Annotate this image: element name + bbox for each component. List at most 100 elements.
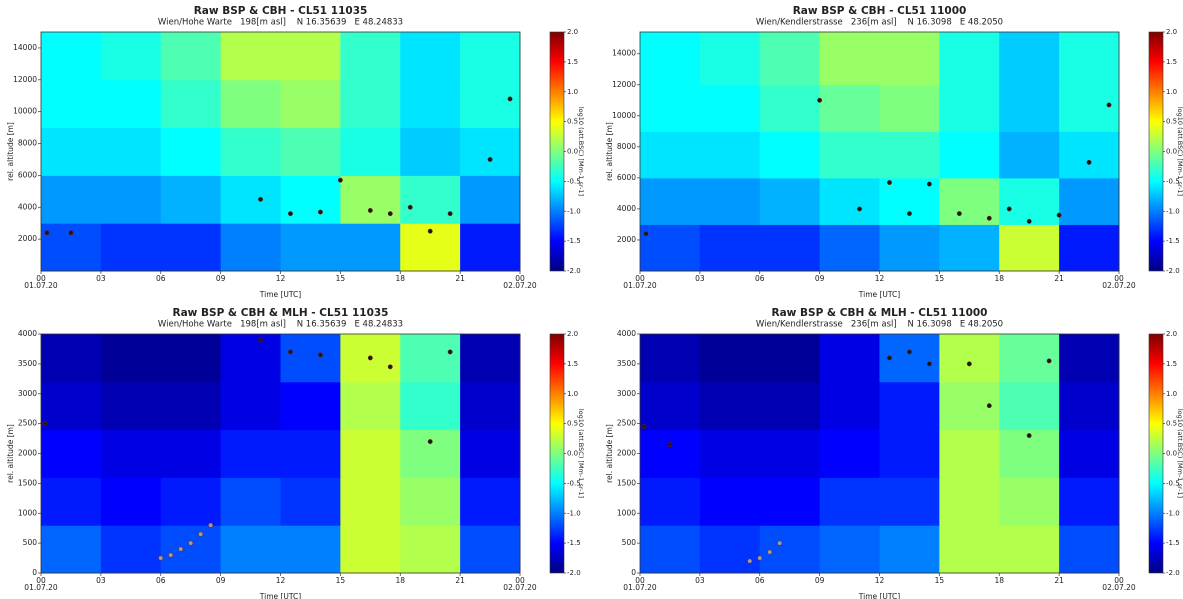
cbh-point [178,546,184,552]
x-tick-label: 09 [216,576,226,585]
cbh-point [966,361,972,367]
heatmap-cell [100,79,162,129]
heatmap-cell [640,131,701,179]
heatmap-cell [640,381,701,431]
colorbar-tick-label: -0.5 [1166,177,1180,185]
y-tick-label: 3500 [617,359,636,368]
heatmap-cell [879,429,940,478]
cbh-point [906,211,912,217]
y-tick-label: 1000 [617,508,636,517]
heatmap-cell [939,84,1000,132]
colorbar [1148,31,1164,272]
heatmap-cell [819,429,880,478]
y-tick-label: 12000 [13,75,37,84]
heatmap-cell [999,525,1060,574]
y-tick-label: 2000 [18,234,37,243]
heatmap-cell [759,131,821,179]
heatmap-cell [280,79,341,129]
cbh-point [208,522,214,528]
y-tick-label: 14000 [612,49,636,58]
colorbar-tick-label: 1.5 [567,360,578,368]
heatmap-cell [819,381,880,431]
heatmap-cell [280,175,341,224]
x-tick-label: 12 [875,274,885,283]
heatmap-cell [220,525,281,574]
cbh-point [407,204,413,210]
x-tick-date: 02.07.20 [1102,583,1136,592]
heatmap-cell [699,525,761,574]
colorbar-tick-label: 0.0 [1166,148,1177,156]
chart-subtitle: Wien/Kendlerstrasse 236[m asl] N 16.3098… [756,320,1003,330]
x-tick-label: 03 [96,274,106,283]
heatmap-cell [220,381,281,431]
x-tick-label: 12 [875,576,885,585]
y-tick-label: 4000 [18,329,37,338]
heatmap-cell [759,334,821,383]
heatmap-cell [100,334,162,383]
x-tick-label: 18 [395,274,405,283]
cbh-point [986,403,992,409]
heatmap-cell [939,477,1000,526]
colorbar-label: log10 (att.BSC) [Mm-1 sr-1] [577,409,585,498]
colorbar-tick-label: -1.0 [567,509,581,517]
cbh-point [44,230,50,236]
cbh-point [747,558,753,564]
heatmap-cell [879,131,940,179]
heatmap-cell [999,224,1060,272]
x-tick-label: 00 [1114,576,1124,585]
heatmap-cell [460,223,521,272]
heatmap-cell [759,429,821,478]
colorbar-tick-label: -1.5 [1166,237,1180,245]
x-axis-label: Time [UTC] [858,592,901,599]
x-tick-label: 00 [36,576,46,585]
heatmap-cell [100,223,162,272]
heatmap-cell [220,79,281,129]
x-tick-label: 00 [515,274,525,283]
x-tick-date: 01.07.20 [623,281,657,290]
heatmap-cell [879,381,940,431]
x-tick-date: 01.07.20 [24,583,58,592]
x-tick-label: 03 [695,576,705,585]
y-tick-label: 4000 [617,329,636,338]
heatmap-cell [160,381,222,431]
chart-title: Raw BSP & CBH - CL51 11000 [793,5,967,17]
y-tick-label: 12000 [612,80,636,89]
heatmap-cell [160,525,222,574]
heatmap-cell [999,381,1060,431]
heatmap-cell [640,477,701,526]
cbh-point [767,549,773,555]
colorbar-tick-label: 1.5 [1166,360,1177,368]
heatmap-cell [400,127,461,176]
y-axis-label: rel. altitude [m] [6,424,15,483]
heatmap-cell [1059,525,1120,574]
x-axis-label: Time [UTC] [858,290,901,299]
colorbar-tick-label: 1.5 [1166,58,1177,66]
heatmap-cell [100,525,162,574]
colorbar-tick-label: -1.0 [1166,207,1180,215]
y-tick-label: 1000 [18,508,37,517]
heatmap-cell [759,84,821,132]
cbh-point [956,211,962,217]
heatmap-cell [41,79,102,129]
x-tick-label: 21 [455,274,465,283]
heatmap-cell [220,429,281,478]
heatmap-cell [999,477,1060,526]
colorbar-tick-label: 0.0 [567,450,578,458]
heatmap-cell [220,127,281,176]
heatmap-cell [400,429,461,478]
y-tick-label: 2500 [617,419,636,428]
y-tick-label: 500 [23,538,38,547]
x-tick-label: 09 [216,274,226,283]
heatmap-cell [640,177,701,225]
heatmap-cell [1059,429,1120,478]
x-tick-label: 06 [156,274,166,283]
cbh-point [317,209,323,215]
heatmap-cell [699,334,761,383]
heatmap-cell [460,477,521,526]
colorbar-tick-label: 1.5 [567,58,578,66]
cbh-point [188,540,194,546]
chart-title: Raw BSP & CBH - CL51 11035 [194,5,368,17]
heatmap-cell [939,224,1000,272]
colorbar-tick-label: -0.5 [567,177,581,185]
colorbar-label: log10 (att.BSC) [Mm-1 sr-1] [1176,107,1183,196]
